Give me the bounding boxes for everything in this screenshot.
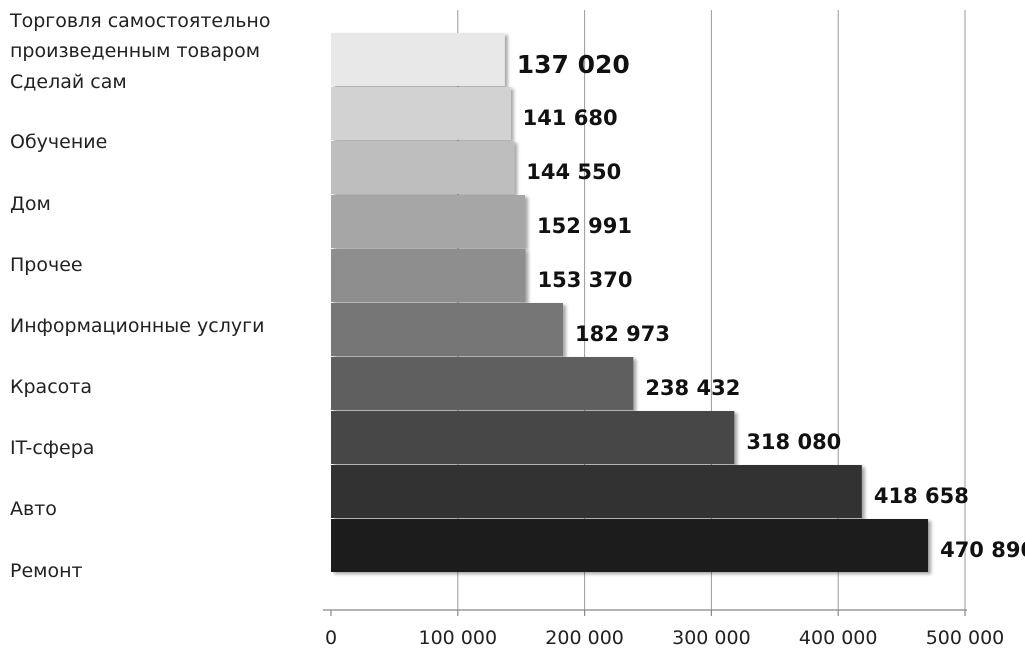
bar (331, 357, 634, 410)
category-label: Прочее (10, 254, 83, 276)
x-tick-label: 300 000 (672, 627, 751, 649)
x-tick-label: 500 000 (926, 627, 1005, 649)
data-label: 318 080 (746, 430, 841, 454)
category-label: произведенным товаром (10, 40, 260, 62)
x-axis-ticks: 0 100 000 200 000 300 000 400 000 500 000 (325, 610, 1004, 649)
bar (331, 519, 929, 572)
x-tick-label: 400 000 (799, 627, 878, 649)
category-label: Сделай сам (10, 71, 127, 93)
category-label: IT-сфера (10, 437, 94, 459)
data-label: 141 680 (523, 106, 618, 130)
category-label: Обучение (10, 131, 107, 153)
data-label: 144 550 (526, 160, 621, 184)
data-label: 152 991 (537, 214, 632, 238)
bar (331, 195, 525, 248)
category-label: Дом (10, 193, 51, 215)
data-label: 238 432 (645, 376, 740, 400)
category-label: Торговля самостоятельно (9, 10, 270, 32)
bar (331, 411, 735, 464)
bar (331, 249, 526, 302)
x-tick-label: 100 000 (419, 627, 498, 649)
x-tick-label: 200 000 (545, 627, 624, 649)
data-label: 153 370 (537, 268, 632, 292)
category-label: Информационные услуги (10, 315, 264, 337)
value-labels: 137 020 141 680 144 550 152 991 153 370 182 9… (517, 50, 1025, 562)
data-label: 470 890 (940, 538, 1025, 562)
category-labels: Торговля самостоятельно произведенным тов… (9, 10, 270, 582)
data-label: 137 020 (517, 50, 630, 79)
category-label: Ремонт (10, 560, 83, 582)
bar (331, 303, 564, 356)
x-tick-label: 0 (325, 627, 337, 649)
bar (331, 87, 511, 140)
data-label: 418 658 (874, 484, 969, 508)
bars (331, 33, 929, 572)
data-label: 182 973 (575, 322, 670, 346)
category-label: Авто (10, 498, 57, 520)
bar (331, 141, 515, 194)
bar (331, 33, 505, 86)
bar (331, 465, 862, 518)
category-label: Красота (10, 376, 92, 398)
